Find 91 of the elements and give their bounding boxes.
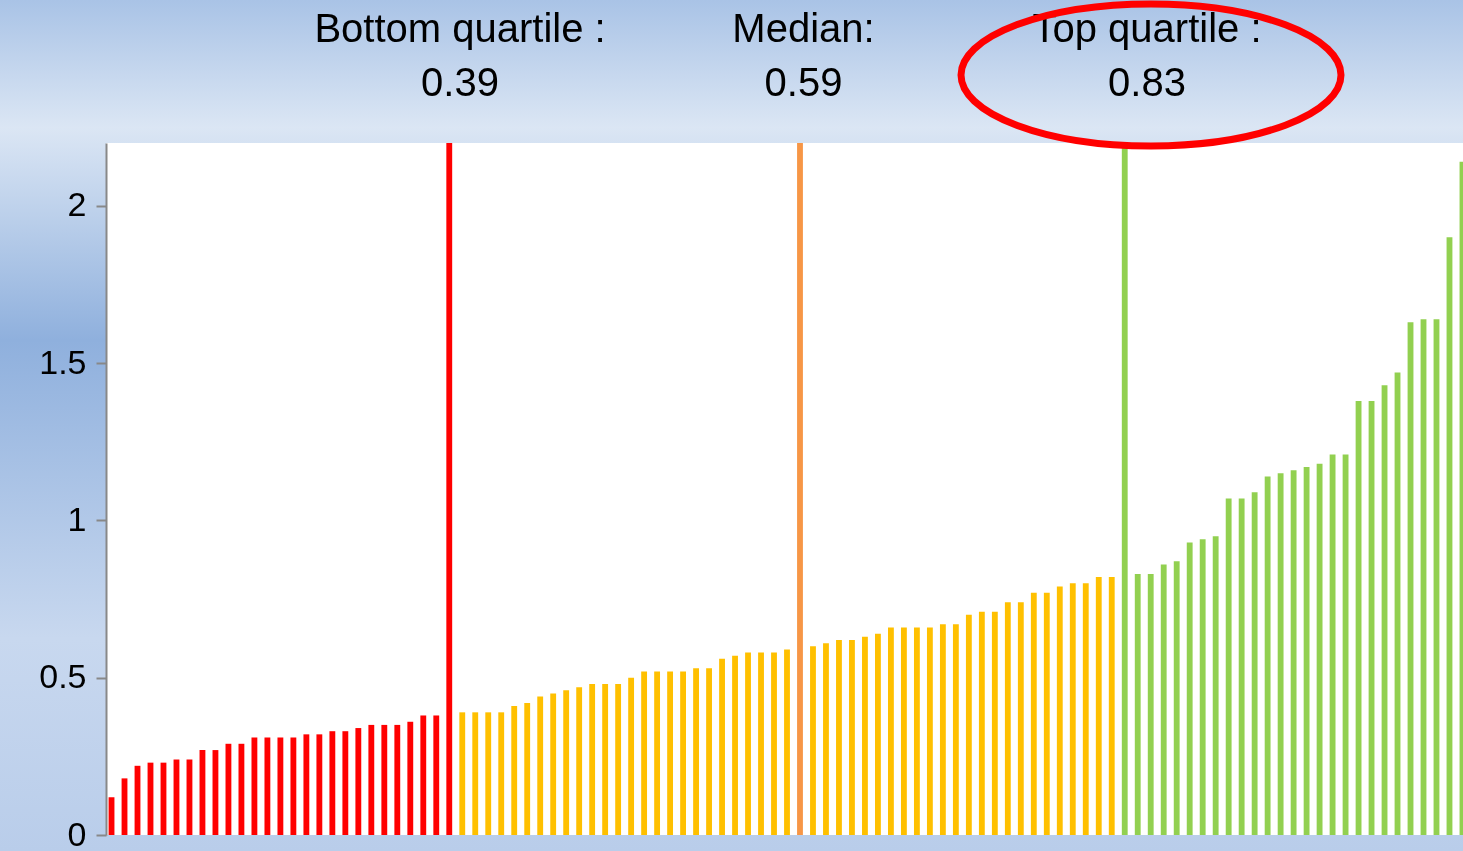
bar: [771, 652, 777, 835]
bar: [784, 649, 790, 835]
bar: [745, 652, 751, 835]
bar: [342, 731, 349, 835]
bar: [1225, 498, 1232, 835]
bar: [433, 715, 440, 835]
bar: [1212, 536, 1219, 835]
bar: [329, 731, 336, 835]
text: Median: 0.59: [732, 6, 875, 104]
bar: [550, 693, 557, 835]
y-tick-label: 2: [67, 185, 87, 224]
bar: [381, 724, 388, 835]
bar: [693, 668, 699, 835]
bar: [316, 734, 323, 835]
bar: [965, 614, 972, 835]
bar: [719, 658, 725, 835]
bar: [706, 668, 712, 835]
bar: [1108, 577, 1115, 835]
bar: [823, 643, 829, 835]
bar: [277, 737, 284, 835]
bar: [888, 627, 894, 835]
bar: [1056, 586, 1063, 835]
bar: [797, 143, 803, 835]
bar: [1329, 454, 1336, 835]
bar: [394, 724, 401, 835]
bar: [758, 652, 764, 835]
y-tick-label: 1: [67, 499, 87, 538]
bar: [615, 684, 622, 835]
bar: [900, 627, 907, 835]
bar: [589, 684, 596, 835]
bar: [1186, 542, 1193, 835]
bar: [1251, 492, 1258, 835]
bar: [1147, 573, 1154, 835]
bar: [978, 611, 985, 835]
y-tick-label: 1.5: [39, 342, 87, 381]
bar: [952, 624, 959, 835]
bar: [1004, 602, 1011, 835]
bar: [667, 671, 674, 835]
bar: [498, 712, 505, 835]
bar: [485, 712, 492, 835]
y-tick-label: 0.5: [39, 657, 87, 696]
bar: [849, 639, 855, 835]
bar: [991, 611, 998, 835]
bar: [1238, 498, 1245, 835]
bar: [1303, 466, 1310, 835]
bar: [836, 639, 842, 835]
bar: [576, 687, 583, 835]
bar: [1199, 539, 1206, 835]
bar: [511, 706, 518, 835]
bar: [446, 143, 453, 835]
bar: [1134, 573, 1141, 835]
y-tick-label: 0: [67, 814, 87, 851]
bar: [1173, 561, 1180, 835]
bar: [407, 721, 414, 835]
bar: [1290, 470, 1297, 835]
bar: [537, 696, 544, 835]
bar: [913, 627, 920, 835]
bar: [303, 734, 310, 835]
bar: [264, 737, 271, 835]
bar: [1264, 476, 1271, 835]
bar: [1069, 583, 1076, 835]
text: Bottom quartile : 0.39: [314, 6, 606, 104]
bar: [1082, 583, 1089, 835]
bar: [1277, 473, 1284, 835]
bar: [251, 737, 258, 835]
bar: [1160, 564, 1167, 835]
bar: [875, 633, 881, 835]
bar: [524, 702, 531, 835]
bar: [1017, 602, 1024, 835]
bar: [939, 624, 946, 835]
bar: [654, 671, 661, 835]
bar: [1030, 592, 1037, 835]
bar: [238, 743, 245, 835]
bar: [926, 627, 933, 835]
bar: [732, 655, 738, 835]
bar: [355, 728, 362, 835]
bar: [1095, 577, 1102, 835]
bar: [563, 690, 570, 835]
bar: [641, 671, 648, 835]
bar: [1043, 592, 1050, 835]
bar: [1316, 463, 1323, 835]
bar: [680, 671, 686, 835]
bar: [420, 715, 427, 835]
bar: [862, 636, 868, 835]
bar: [810, 646, 816, 835]
bar: [472, 712, 479, 835]
bar: [628, 677, 635, 835]
bar: [602, 684, 609, 835]
bar: [368, 724, 375, 835]
bar: [290, 737, 297, 835]
bar: [459, 712, 466, 835]
